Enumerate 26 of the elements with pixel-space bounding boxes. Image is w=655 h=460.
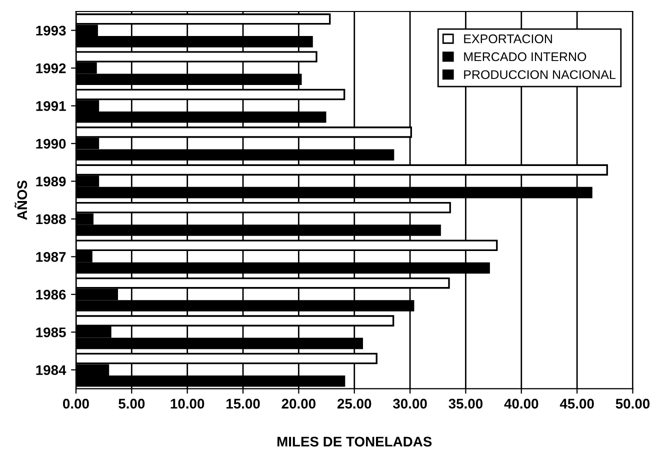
y-tick-label: 1993 <box>36 26 66 36</box>
y-tick-label: 1990 <box>36 138 66 149</box>
x-axis-title: MILES DE TONELADAS <box>277 436 432 447</box>
legend-label: MERCADO INTERNO <box>464 52 586 62</box>
y-tick-label: 1987 <box>36 252 66 262</box>
x-tick-label: 5.00 <box>118 398 145 409</box>
x-tick-label: 50.00 <box>616 398 650 409</box>
x-tick-label: 40.00 <box>504 398 538 409</box>
y-tick-label: 1988 <box>36 214 66 224</box>
legend-label: PRODUCCION NACIONAL <box>464 70 616 80</box>
x-tick-label: 0.00 <box>63 398 89 409</box>
y-tick-label: 1984 <box>36 365 66 376</box>
x-tick-label: 10.00 <box>170 398 204 409</box>
legend-label: EXPORTACION <box>464 34 552 44</box>
y-tick-label: 1992 <box>36 63 66 74</box>
y-tick-label: 1986 <box>36 290 66 300</box>
y-axis-title: AÑOS <box>14 180 28 220</box>
x-tick-label: 30.00 <box>392 398 427 409</box>
x-tick-label: 15.00 <box>226 398 260 409</box>
y-tick-label: 1985 <box>36 327 66 338</box>
x-tick-label: 25.00 <box>337 398 372 409</box>
y-tick-label: 1991 <box>36 101 66 111</box>
y-tick-label: 1989 <box>36 176 66 186</box>
x-tick-label: 35.00 <box>448 398 483 409</box>
x-tick-label: 20.00 <box>282 398 316 409</box>
x-tick-label: 45.00 <box>560 398 594 409</box>
